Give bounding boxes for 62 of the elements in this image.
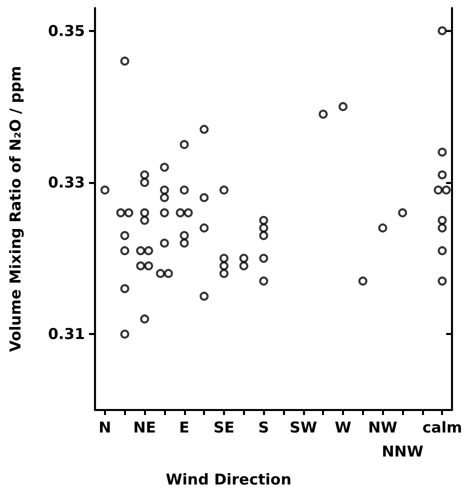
point [438,216,447,225]
y-axis-title: Volume Mixing Ratio of N₂O / ppm [6,66,24,352]
point [200,124,209,134]
point [140,208,150,218]
point [239,254,248,263]
y-tick-label: 0.33 [48,173,85,192]
point [120,284,130,294]
point [219,268,228,278]
point [120,231,130,240]
point [180,238,189,248]
point [160,186,169,195]
x-tick-label: calm [422,418,462,436]
x-tick-label: NNW [382,442,424,460]
point [358,276,368,286]
point [180,186,189,195]
point [219,186,228,195]
point [140,314,150,324]
point [160,208,169,218]
point [200,292,209,301]
point [378,223,388,232]
x-tick-label: SW [290,418,318,436]
point [239,261,248,270]
point [259,223,268,232]
point [120,330,130,339]
point [160,162,169,172]
point [259,231,268,240]
point [180,140,189,150]
x-tick-label: NE [133,418,156,436]
point [438,223,447,232]
x-tick-label: SE [213,418,235,436]
point [219,261,228,270]
point [120,56,130,66]
point [438,246,447,256]
point [259,254,268,263]
point [140,178,150,187]
x-tick-label: E [179,418,190,436]
point [259,276,268,286]
point [200,193,209,202]
point [200,223,209,232]
point [100,186,110,195]
x-tick-label: NW [368,418,398,436]
point [438,26,447,36]
point [140,170,150,180]
point [219,254,228,263]
y-tick-label: 0.31 [48,325,85,344]
point [259,216,268,225]
point [338,102,348,112]
x-tick-label: S [258,418,270,436]
point [140,216,150,225]
point [398,208,408,218]
point [438,148,447,157]
x-tick-label: W [334,418,352,436]
point [120,246,130,256]
point [318,110,328,119]
x-tick-label: N [98,418,112,436]
point [180,231,189,240]
y-tick-label: 0.35 [48,22,85,40]
x-axis-title: Wind Direction [166,470,292,488]
point [160,238,169,248]
point [438,276,447,286]
point [160,193,169,202]
point [438,170,447,180]
